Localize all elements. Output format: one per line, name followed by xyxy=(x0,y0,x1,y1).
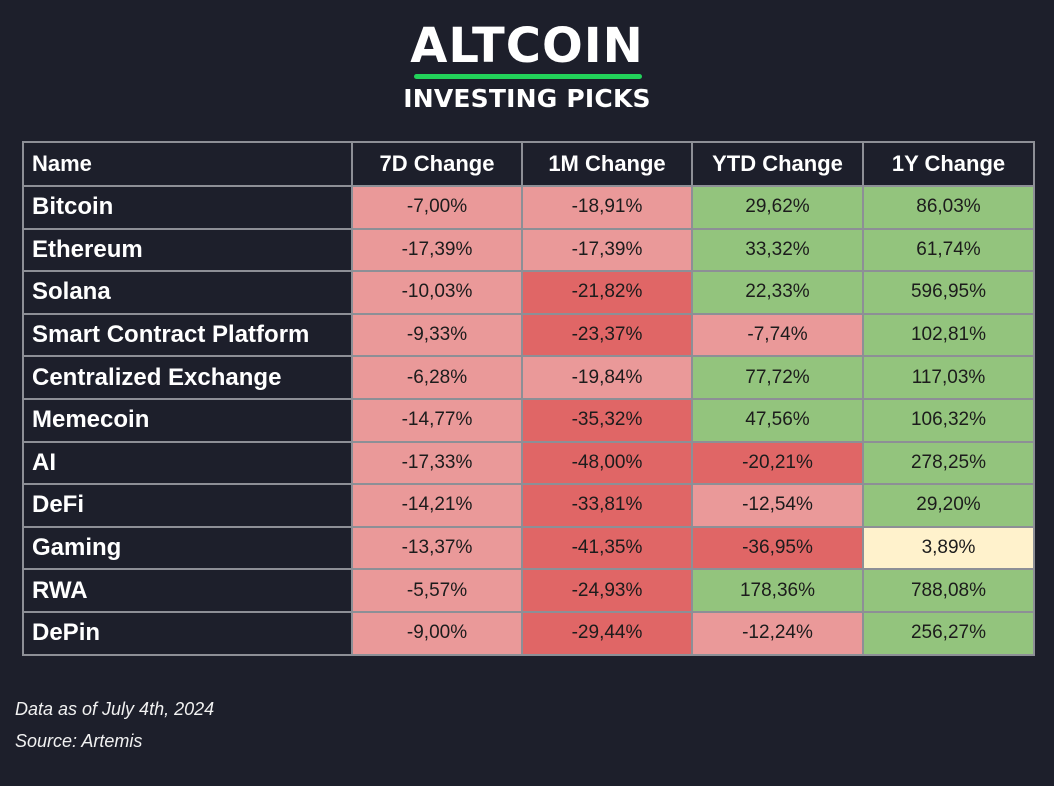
row-name: Centralized Exchange xyxy=(22,355,353,400)
cell-1m: -24,93% xyxy=(521,568,693,613)
cell-7d: -9,33% xyxy=(351,312,523,358)
cell-7d: -9,00% xyxy=(351,610,523,656)
row-name: Smart Contract Platform xyxy=(22,312,353,358)
table-row: DeFi -14,21% -33,81% -12,54% 29,20% xyxy=(22,483,1035,528)
cell-1y: 106,32% xyxy=(862,397,1035,443)
cell-ytd: 33,32% xyxy=(691,227,864,273)
row-name: Gaming xyxy=(22,525,353,571)
cell-1y: 86,03% xyxy=(862,185,1035,230)
cell-7d: -14,77% xyxy=(351,397,523,443)
column-header-1m: 1M Change xyxy=(521,141,693,187)
cell-1m: -35,32% xyxy=(521,397,693,443)
cell-1y: 278,25% xyxy=(862,440,1035,486)
cell-1m: -21,82% xyxy=(521,270,693,315)
row-name: RWA xyxy=(22,568,353,613)
cell-ytd: 178,36% xyxy=(691,568,864,613)
cell-7d: -5,57% xyxy=(351,568,523,613)
cell-1m: -18,91% xyxy=(521,185,693,230)
cell-1y: 29,20% xyxy=(862,483,1035,528)
cell-ytd: 22,33% xyxy=(691,270,864,315)
table-row: AI -17,33% -48,00% -20,21% 278,25% xyxy=(22,440,1035,486)
table-row: Gaming -13,37% -41,35% -36,95% 3,89% xyxy=(22,525,1035,571)
row-name: Memecoin xyxy=(22,397,353,443)
cell-1y: 102,81% xyxy=(862,312,1035,358)
cell-1m: -23,37% xyxy=(521,312,693,358)
table-row: Smart Contract Platform -9,33% -23,37% -7,7… xyxy=(22,312,1035,358)
cell-ytd: 29,62% xyxy=(691,185,864,230)
cell-1y: 3,89% xyxy=(862,525,1035,571)
cell-1m: -19,84% xyxy=(521,355,693,400)
header: ALTCOIN INVESTING PICKS xyxy=(0,0,1054,130)
row-name: DeFi xyxy=(22,483,353,528)
cell-ytd: -36,95% xyxy=(691,525,864,571)
page-title: ALTCOIN xyxy=(410,18,644,74)
cell-7d: -17,39% xyxy=(351,227,523,273)
table-row: RWA -5,57% -24,93% 178,36% 788,08% xyxy=(22,568,1035,613)
cell-1y: 596,95% xyxy=(862,270,1035,315)
table-body: Bitcoin -7,00% -18,91% 29,62% 86,03% Ethereum… xyxy=(22,185,1035,656)
table-row: Ethereum -17,39% -17,39% 33,32% 61,74% xyxy=(22,227,1035,273)
cell-ytd: -20,21% xyxy=(691,440,864,486)
source-note: Source: Artemis xyxy=(15,731,143,751)
cell-1m: -29,44% xyxy=(521,610,693,656)
row-name: Solana xyxy=(22,270,353,315)
row-name: AI xyxy=(22,440,353,486)
cell-ytd: 47,56% xyxy=(691,397,864,443)
cell-7d: -14,21% xyxy=(351,483,523,528)
column-header-ytd: YTD Change xyxy=(691,141,864,187)
cell-ytd: -12,54% xyxy=(691,483,864,528)
page-subtitle: INVESTING PICKS xyxy=(403,84,651,113)
cell-1y: 256,27% xyxy=(862,610,1035,656)
cell-1m: -17,39% xyxy=(521,227,693,273)
cell-ytd: 77,72% xyxy=(691,355,864,400)
date-note: Data as of July 4th, 2024 xyxy=(15,699,215,719)
row-name: DePin xyxy=(22,610,353,656)
cell-1m: -41,35% xyxy=(521,525,693,571)
row-name: Bitcoin xyxy=(22,185,353,230)
column-header-name: Name xyxy=(22,141,353,187)
cell-7d: -6,28% xyxy=(351,355,523,400)
table-row: Memecoin -14,77% -35,32% 47,56% 106,32% xyxy=(22,397,1035,443)
cell-1m: -33,81% xyxy=(521,483,693,528)
cell-1y: 788,08% xyxy=(862,568,1035,613)
cell-1y: 61,74% xyxy=(862,227,1035,273)
cell-ytd: -12,24% xyxy=(691,610,864,656)
table-row: Bitcoin -7,00% -18,91% 29,62% 86,03% xyxy=(22,185,1035,230)
cell-ytd: -7,74% xyxy=(691,312,864,358)
cell-7d: -10,03% xyxy=(351,270,523,315)
column-header-7d: 7D Change xyxy=(351,141,523,187)
table-row: Centralized Exchange -6,28% -19,84% 77,72% 1… xyxy=(22,355,1035,400)
cell-7d: -17,33% xyxy=(351,440,523,486)
cell-7d: -7,00% xyxy=(351,185,523,230)
row-name: Ethereum xyxy=(22,227,353,273)
table-header-row: Name 7D Change 1M Change YTD Change 1Y C… xyxy=(22,141,1035,187)
table-row: Solana -10,03% -21,82% 22,33% 596,95% xyxy=(22,270,1035,315)
cell-7d: -13,37% xyxy=(351,525,523,571)
heatmap-table: Name 7D Change 1M Change YTD Change 1Y C… xyxy=(22,141,1035,656)
table-row: DePin -9,00% -29,44% -12,24% 256,27% xyxy=(22,610,1035,656)
column-header-1y: 1Y Change xyxy=(862,141,1035,187)
cell-1m: -48,00% xyxy=(521,440,693,486)
title-underline xyxy=(414,74,642,79)
cell-1y: 117,03% xyxy=(862,355,1035,400)
